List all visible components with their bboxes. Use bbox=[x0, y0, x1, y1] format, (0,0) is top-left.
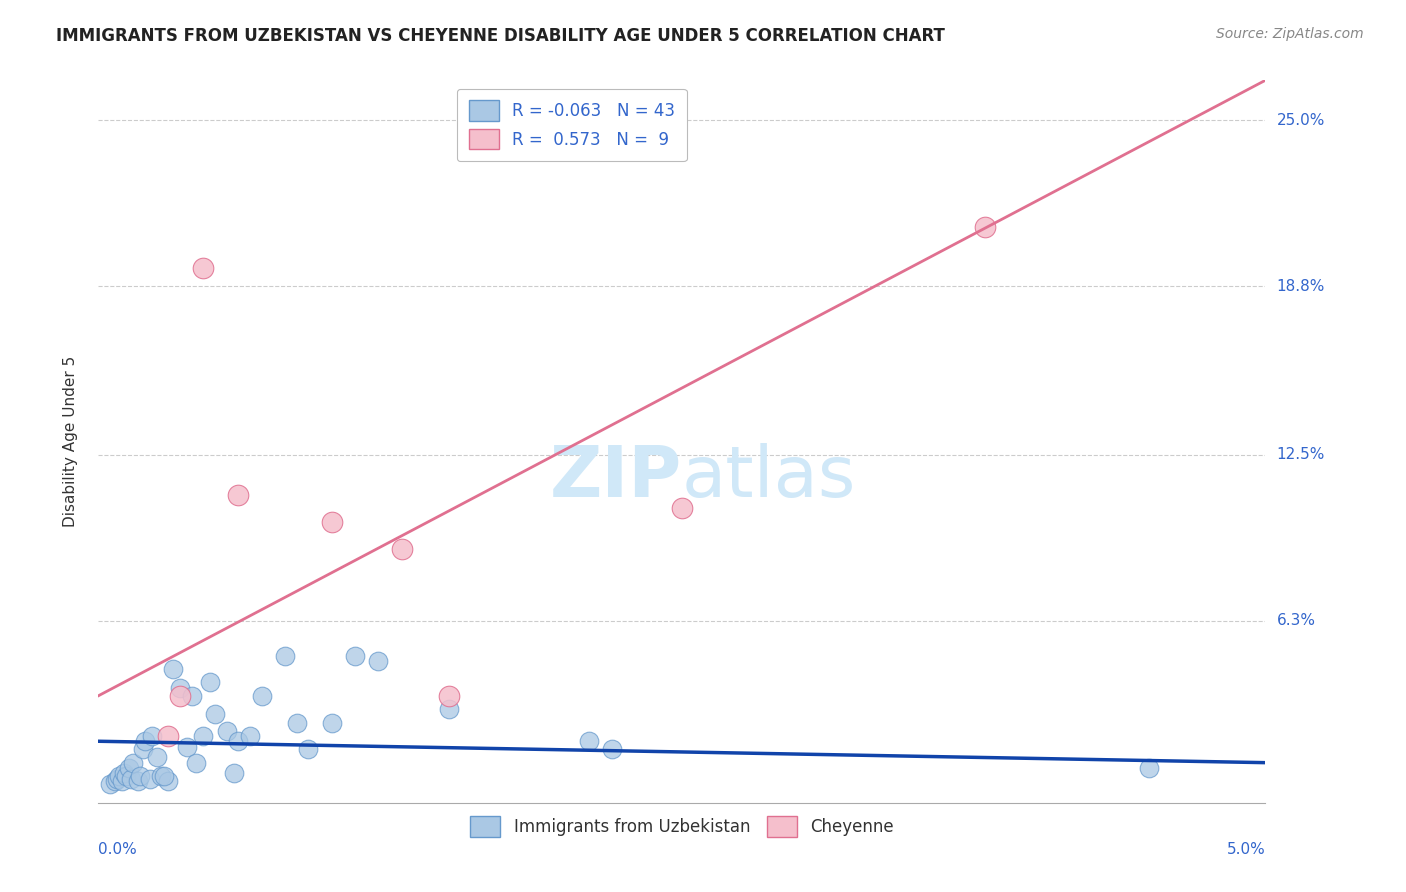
Text: 0.0%: 0.0% bbox=[98, 842, 138, 856]
Point bbox=[367, 654, 389, 668]
Point bbox=[129, 769, 152, 783]
Point bbox=[204, 707, 226, 722]
Point bbox=[146, 750, 169, 764]
Text: 5.0%: 5.0% bbox=[1226, 842, 1265, 856]
Text: IMMIGRANTS FROM UZBEKISTAN VS CHEYENNE DISABILITY AGE UNDER 5 CORRELATION CHART: IMMIGRANTS FROM UZBEKISTAN VS CHEYENNE D… bbox=[56, 27, 945, 45]
Point bbox=[122, 756, 145, 770]
Point bbox=[150, 769, 173, 783]
Point bbox=[139, 772, 162, 786]
Point bbox=[141, 729, 163, 743]
Point bbox=[274, 648, 297, 663]
Point bbox=[127, 774, 149, 789]
Point bbox=[104, 774, 127, 789]
Point bbox=[193, 260, 215, 275]
Point bbox=[111, 774, 134, 789]
Point bbox=[285, 715, 308, 730]
Point bbox=[344, 648, 367, 663]
Point bbox=[974, 220, 997, 235]
Point bbox=[1137, 761, 1160, 775]
Point bbox=[115, 769, 138, 783]
Point bbox=[162, 662, 184, 676]
Text: 25.0%: 25.0% bbox=[1277, 113, 1324, 128]
Point bbox=[578, 734, 600, 748]
Point bbox=[169, 689, 191, 703]
Point bbox=[321, 515, 343, 529]
Text: 6.3%: 6.3% bbox=[1277, 614, 1316, 628]
Point bbox=[118, 761, 141, 775]
Point bbox=[169, 681, 191, 695]
Text: ZIP: ZIP bbox=[550, 443, 682, 512]
Point bbox=[200, 675, 222, 690]
Point bbox=[391, 541, 413, 556]
Text: atlas: atlas bbox=[682, 443, 856, 512]
Point bbox=[437, 702, 460, 716]
Text: Source: ZipAtlas.com: Source: ZipAtlas.com bbox=[1216, 27, 1364, 41]
Point bbox=[157, 774, 180, 789]
Point bbox=[98, 777, 121, 791]
Point bbox=[228, 734, 250, 748]
Point bbox=[112, 766, 135, 780]
Text: 12.5%: 12.5% bbox=[1277, 448, 1324, 462]
Point bbox=[180, 689, 202, 703]
Point bbox=[186, 756, 208, 770]
Point bbox=[239, 729, 262, 743]
Point bbox=[250, 689, 273, 703]
Point bbox=[105, 772, 128, 786]
Point bbox=[297, 742, 319, 756]
Point bbox=[193, 729, 215, 743]
Point bbox=[228, 488, 250, 502]
Point bbox=[157, 729, 180, 743]
Point bbox=[108, 769, 131, 783]
Point bbox=[671, 501, 693, 516]
Point bbox=[132, 742, 155, 756]
Legend: Immigrants from Uzbekistan, Cheyenne: Immigrants from Uzbekistan, Cheyenne bbox=[461, 808, 903, 845]
Point bbox=[134, 734, 156, 748]
Point bbox=[222, 766, 245, 780]
Y-axis label: Disability Age Under 5: Disability Age Under 5 bbox=[63, 356, 77, 527]
Point bbox=[321, 715, 343, 730]
Point bbox=[176, 739, 198, 754]
Point bbox=[437, 689, 460, 703]
Text: 18.8%: 18.8% bbox=[1277, 279, 1324, 293]
Point bbox=[215, 723, 238, 738]
Point bbox=[600, 742, 623, 756]
Point bbox=[120, 772, 142, 786]
Point bbox=[152, 769, 174, 783]
